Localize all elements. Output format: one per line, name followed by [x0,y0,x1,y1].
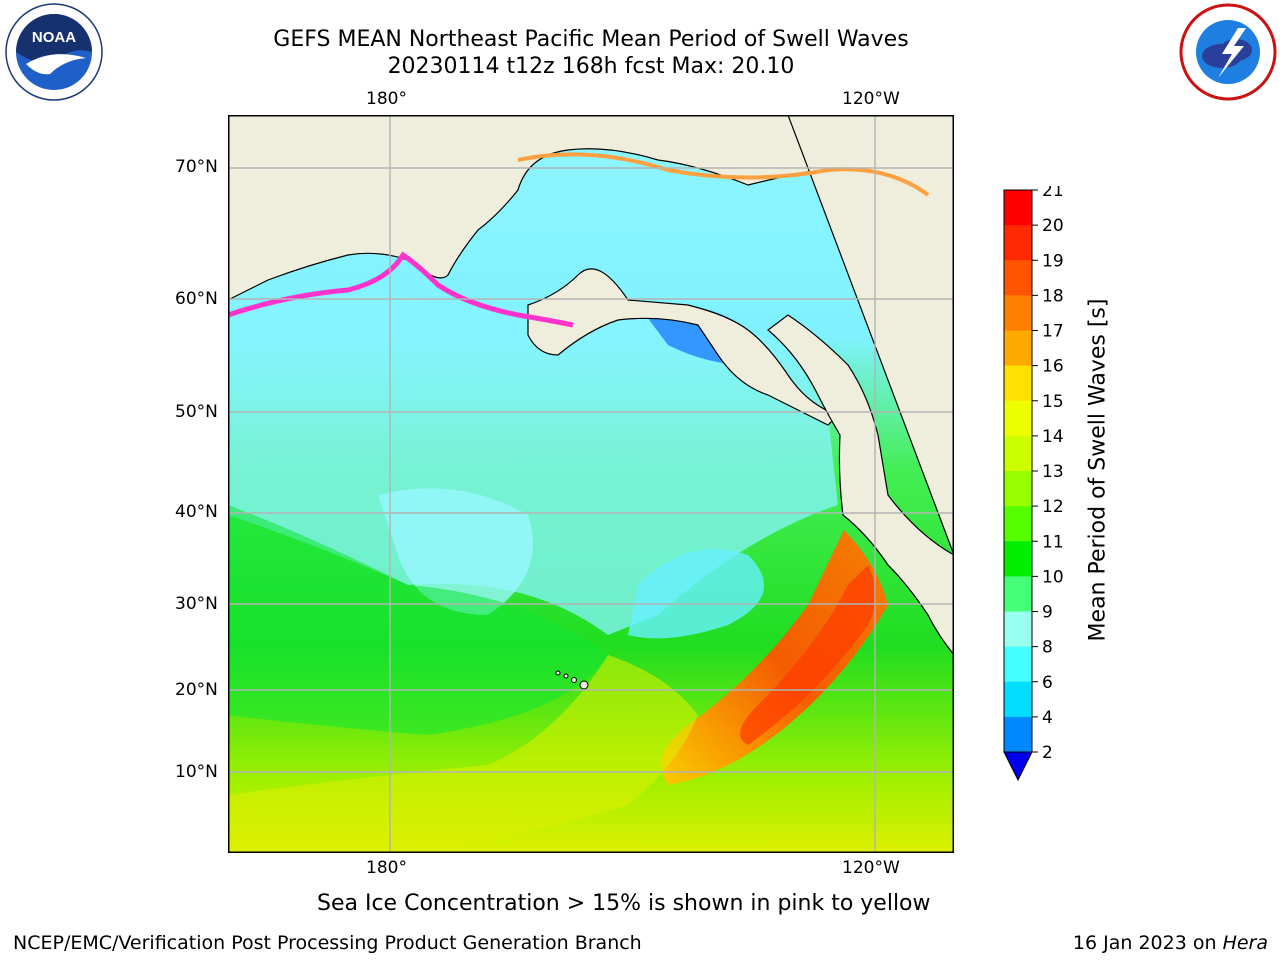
high-swell-core [740,565,876,745]
footer-date: 16 Jan 2023 on [1072,932,1217,954]
lat-label-20n: 20°N [175,680,218,700]
high-swell-band [661,530,888,785]
footer-left: NCEP/EMC/Verification Post Processing Pr… [13,932,642,954]
map-border [228,115,954,853]
colorbar-tick-label: 4 [1042,708,1053,728]
colorbar-swatch [1004,716,1032,753]
footer-right: 16 Jan 2023 on Hera [1073,932,1268,954]
lon-label-top-180: 180° [366,89,407,109]
colorbar-tick-label: 17 [1042,322,1064,342]
map-panel [228,115,954,853]
map-canvas [228,115,954,853]
cyan-swell-region [228,295,838,635]
lat-label-50n: 50°N [175,402,218,422]
hawaii-islands [555,670,589,690]
colorbar-swatch [1004,400,1032,437]
colorbar-tick-label: 15 [1042,392,1064,412]
colorbar-tick-label: 18 [1042,286,1064,306]
noaa-logo-text: NOAA [32,29,76,46]
colorbar-tick-label: 20 [1042,216,1064,236]
sea-ice-arctic [517,152,930,197]
lon-label-bottom-120w: 120°W [842,858,900,878]
colorbar-tick-label: 10 [1042,567,1064,587]
lat-label-60n: 60°N [175,289,218,309]
lat-label-70n: 70°N [175,157,218,177]
colorbar-tick-label: 9 [1042,603,1053,623]
colorbar-tick-label: 6 [1042,673,1053,693]
colorbar: 21 20 19 18 17 16 15 14 13 12 11 10 9 8 6 4 2 [1000,181,1090,790]
chart-subtitle: 20230114 t12z 168h fcst Max: 20.10 [387,54,795,79]
colorbar-swatch [1004,435,1032,472]
green-swell-region [228,505,608,735]
colorbar-swatch [1004,541,1032,577]
colorbar-tick-label: 12 [1042,497,1064,517]
colorbar-swatch [1004,295,1032,331]
colorbar-swatch [1004,611,1032,648]
colorbar-swatch [1004,330,1032,367]
lat-label-40n: 40°N [175,502,218,522]
yellow-swell-region [228,655,698,853]
colorbar-extend-triangle [1003,751,1033,782]
colorbar-tick-label: 2 [1042,743,1053,763]
graticule [228,115,954,853]
chart-title: GEFS MEAN Northeast Pacific Mean Period … [273,27,909,52]
colorbar-tick-label: 19 [1042,251,1064,271]
colorbar-tick-label: 21 [1042,186,1064,201]
colorbar-swatch [1004,365,1032,402]
footer-machine: Hera [1222,932,1268,954]
colorbar-tick-label: 8 [1042,638,1053,658]
cyan-patch-2 [628,549,764,639]
colorbar-label: Mean Period of Swell Waves [s] [1085,298,1111,642]
land-north-america [767,115,954,656]
colorbar-swatch [1004,260,1032,296]
colorbar-swatch [1004,471,1032,507]
sea-ice-note: Sea Ice Concentration > 15% is shown in … [317,891,931,916]
colorbar-swatch [1004,681,1032,718]
colorbar-svg: 21 20 19 18 17 16 15 14 13 12 11 10 9 8 6 4 2 [1003,181,1064,782]
colorbar-swatch [1004,506,1032,542]
sea-ice-fringe [228,251,574,328]
nws-logo [1178,2,1278,102]
colorbar-swatch [1004,190,1032,226]
colorbar-tick-label: 16 [1042,357,1064,377]
lon-label-bottom-180: 180° [366,858,407,878]
colorbar-swatch [1004,646,1032,683]
noaa-logo: NOAA [4,2,104,102]
colorbar-tick-label: 14 [1042,427,1064,447]
colorbar-swatch [1004,225,1032,261]
lat-label-30n: 30°N [175,594,218,614]
colorbar-swatch [1004,576,1032,612]
lat-label-10n: 10°N [175,762,218,782]
land-alaska [527,268,840,426]
cyan-patch [378,488,533,615]
colorbar-tick-label: 11 [1042,532,1064,552]
lon-label-top-120w: 120°W [842,89,900,109]
colorbar-tick-label: 13 [1042,462,1064,482]
